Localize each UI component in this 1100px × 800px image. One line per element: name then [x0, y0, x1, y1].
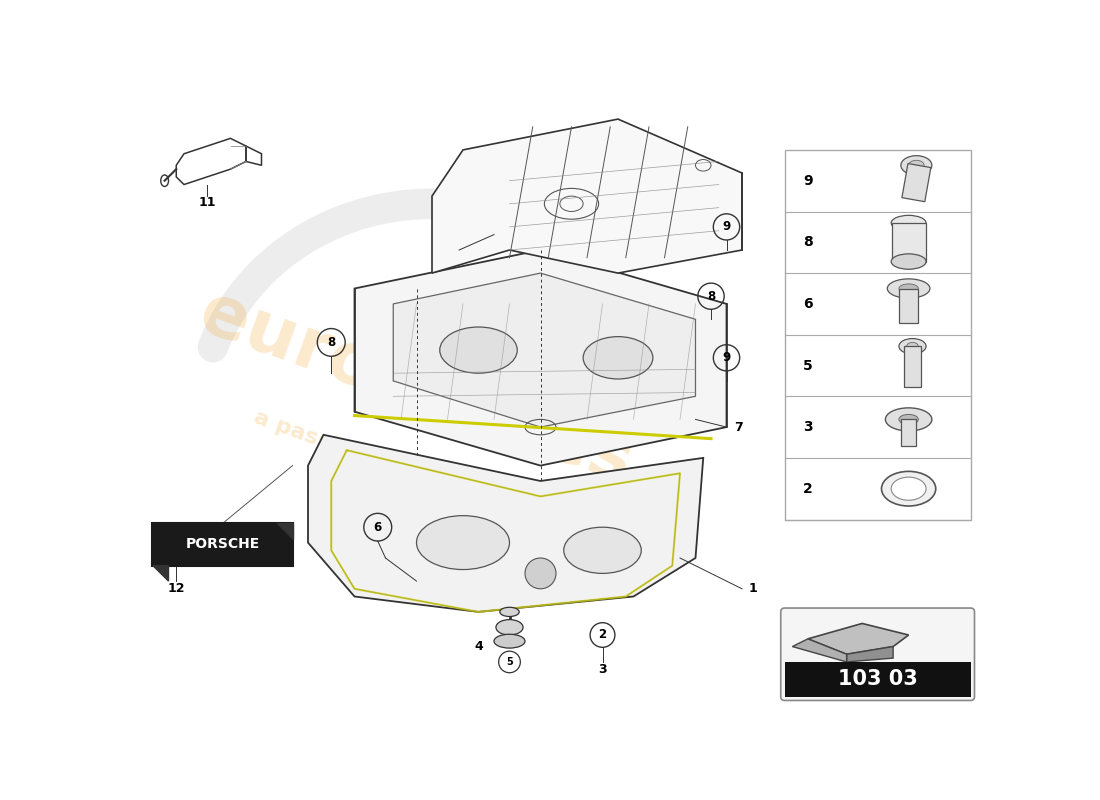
Text: a passion for parts since 1985: a passion for parts since 1985 [251, 407, 614, 555]
Polygon shape [354, 250, 726, 466]
Ellipse shape [583, 337, 653, 379]
Ellipse shape [901, 156, 932, 175]
Text: 2: 2 [803, 482, 813, 496]
Bar [784, 662, 970, 697]
Polygon shape [394, 273, 695, 427]
Ellipse shape [440, 327, 517, 373]
Text: 5: 5 [506, 657, 513, 667]
Ellipse shape [888, 279, 930, 298]
Circle shape [525, 558, 556, 589]
Text: 103 03: 103 03 [838, 670, 917, 690]
Ellipse shape [494, 634, 525, 648]
Text: 8: 8 [803, 235, 813, 250]
Polygon shape [153, 566, 168, 581]
Bar [902, 163, 931, 202]
Polygon shape [847, 646, 893, 662]
Bar [901, 419, 916, 446]
Ellipse shape [899, 284, 918, 293]
Text: 3: 3 [803, 420, 813, 434]
Bar [900, 289, 917, 323]
Text: 9: 9 [723, 220, 730, 234]
Text: 6: 6 [374, 521, 382, 534]
Text: 10: 10 [439, 243, 456, 257]
Ellipse shape [891, 477, 926, 500]
Text: 6: 6 [803, 297, 813, 311]
Ellipse shape [899, 338, 926, 354]
Text: PORSCHE: PORSCHE [186, 537, 260, 551]
Ellipse shape [886, 408, 932, 431]
FancyBboxPatch shape [781, 608, 975, 701]
Ellipse shape [909, 160, 924, 170]
Ellipse shape [496, 619, 524, 635]
Polygon shape [277, 523, 293, 538]
Text: 11: 11 [198, 196, 216, 209]
Text: 7: 7 [735, 421, 743, 434]
Ellipse shape [891, 215, 926, 230]
Polygon shape [308, 435, 703, 612]
Text: 9: 9 [803, 174, 813, 188]
Text: 5: 5 [803, 358, 813, 373]
Text: 9: 9 [723, 351, 730, 364]
FancyBboxPatch shape [152, 522, 294, 566]
Bar [892, 223, 926, 262]
Text: 4: 4 [474, 640, 483, 653]
Text: 3: 3 [598, 663, 607, 676]
Ellipse shape [499, 607, 519, 617]
Ellipse shape [417, 516, 509, 570]
Text: eurospares: eurospares [190, 278, 644, 499]
Text: 2: 2 [598, 629, 606, 642]
Ellipse shape [891, 254, 926, 270]
Bar [904, 346, 921, 387]
Ellipse shape [881, 471, 936, 506]
Text: 12: 12 [167, 582, 185, 595]
Ellipse shape [899, 414, 918, 425]
Ellipse shape [563, 527, 641, 574]
Text: 8: 8 [327, 336, 336, 349]
Text: 1: 1 [748, 582, 757, 595]
Text: 8: 8 [707, 290, 715, 302]
Polygon shape [792, 639, 847, 662]
Ellipse shape [906, 342, 918, 350]
Bar [784, 150, 970, 519]
Polygon shape [432, 119, 742, 273]
Polygon shape [807, 623, 909, 654]
